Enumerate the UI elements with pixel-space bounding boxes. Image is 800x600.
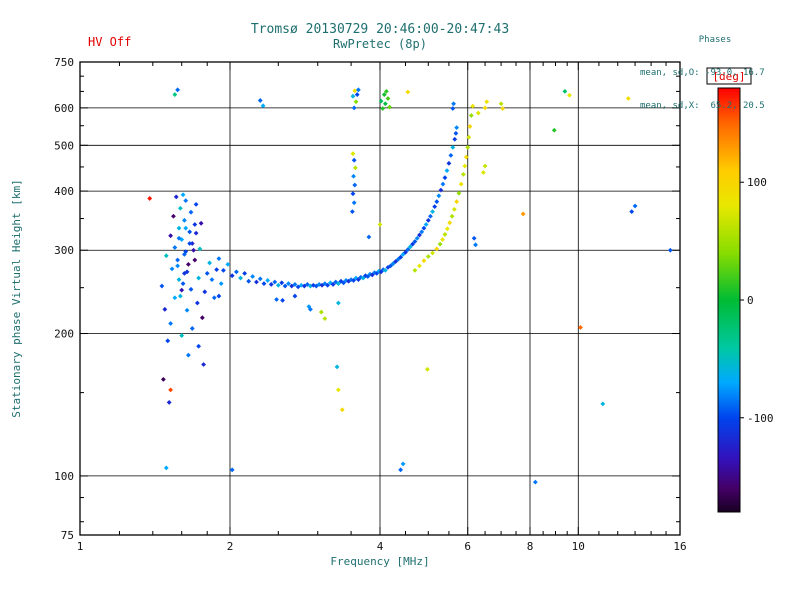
plot-subtitle: RwPretec (8p) (333, 37, 427, 51)
svg-text:2: 2 (227, 540, 234, 553)
plot-title: Tromsø 20130729 20:46:00-20:47:43 (250, 22, 510, 37)
svg-text:750: 750 (54, 56, 74, 69)
axis-labels: Frequency [MHz] Stationary phase Virtual … (10, 179, 430, 568)
colorbar-tick-label: 0 (747, 294, 754, 307)
phases-summary: Phases mean, sd,O: -93.0, 16.7 mean, sd,… (640, 13, 790, 134)
svg-text:500: 500 (54, 139, 74, 152)
tick-labels: 1 2 4 6 8 10 16 750 600 500 400 300 200 100 75 (54, 56, 687, 553)
svg-text:300: 300 (54, 244, 74, 257)
svg-text:8: 8 (527, 540, 534, 553)
svg-text:600: 600 (54, 102, 74, 115)
phases-label: Phases (698, 35, 732, 45)
phases-line-x: mean, sd,X: 65.2, 20.5 (640, 101, 765, 111)
svg-text:6: 6 (464, 540, 471, 553)
hv-status: HV Off (88, 35, 132, 49)
colorbar-tick-label: 100 (747, 176, 767, 189)
scatter-points (147, 87, 673, 485)
x-axis-label: Frequency [MHz] (330, 555, 429, 568)
svg-text:16: 16 (673, 540, 686, 553)
svg-text:100: 100 (54, 470, 74, 483)
svg-text:4: 4 (377, 540, 384, 553)
colorbar-unit-label: [deg] (712, 70, 745, 83)
svg-text:75: 75 (61, 529, 74, 542)
svg-text:10: 10 (572, 540, 585, 553)
y-axis-label: Stationary phase Virtual Height [km] (10, 179, 23, 417)
colorbar-tick-label: -100 (747, 412, 774, 425)
colorbar-label-box (706, 67, 752, 85)
colorbar-gradient (717, 87, 741, 513)
phases-line-o: mean, sd,O: -93.0, 16.7 (640, 68, 765, 78)
grid-lines (80, 62, 680, 535)
colorbar: 100 0 -100 [deg] (706, 67, 774, 513)
svg-text:400: 400 (54, 185, 74, 198)
svg-text:200: 200 (54, 328, 74, 341)
axis-ticks (79, 61, 681, 536)
svg-text:1: 1 (77, 540, 84, 553)
